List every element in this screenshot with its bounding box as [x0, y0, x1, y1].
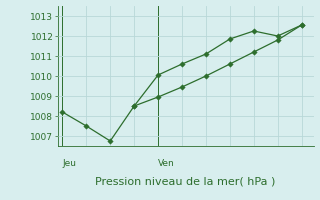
Text: Ven: Ven: [158, 158, 175, 168]
Text: Pression niveau de la mer( hPa ): Pression niveau de la mer( hPa ): [95, 177, 276, 187]
Text: Jeu: Jeu: [62, 158, 76, 168]
